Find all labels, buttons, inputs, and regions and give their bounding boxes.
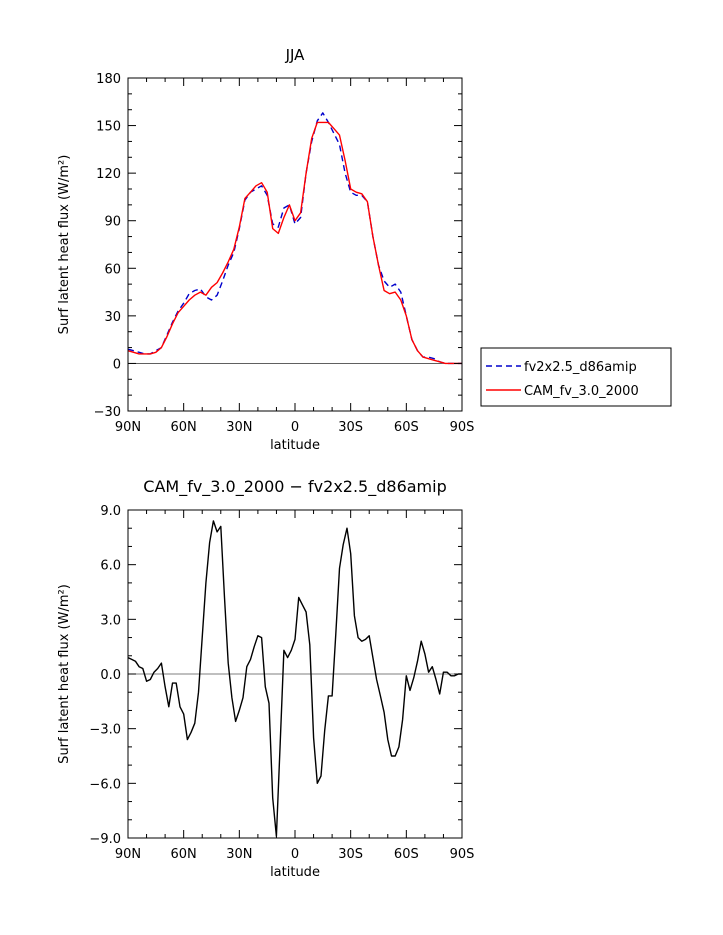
y-tick-label: −30 — [94, 405, 121, 420]
x-tick-label: 0 — [291, 420, 299, 435]
y-tick-label: 0.0 — [100, 668, 121, 683]
x-tick-label: 60N — [171, 420, 197, 435]
series-line-1 — [127, 520, 462, 837]
x-axis-label: latitude — [270, 865, 320, 880]
y-tick-label: 120 — [96, 167, 121, 182]
legend-label: fv2x2.5_d86amip — [524, 360, 637, 375]
x-tick-label: 60S — [394, 420, 419, 435]
y-tick-label: 9.0 — [100, 504, 121, 519]
chart-title: CAM_fv_3.0_2000 − fv2x2.5_d86amip — [143, 477, 446, 497]
y-tick-label: 6.0 — [100, 559, 121, 574]
x-tick-label: 30N — [226, 420, 252, 435]
y-tick-label: −9.0 — [89, 832, 121, 847]
y-tick-label: 30 — [104, 310, 121, 325]
y-tick-label: 90 — [104, 215, 121, 230]
y-tick-label: −3.0 — [89, 723, 121, 738]
y-tick-label: 180 — [96, 72, 121, 87]
chart-2: CAM_fv_3.0_2000 − fv2x2.5_d86amip 90N 60N 3… — [57, 477, 474, 880]
y-tick-label: 150 — [96, 120, 121, 135]
x-tick-label: 30N — [226, 847, 252, 862]
x-tick-label: 90S — [450, 847, 475, 862]
x-tick-label: 90N — [115, 420, 141, 435]
chart-title: JJA — [285, 46, 306, 64]
x-axis-label: latitude — [270, 438, 320, 453]
x-tick-label: 90N — [115, 847, 141, 862]
y-tick-label: 0 — [113, 357, 121, 372]
x-tick-label: 60S — [394, 847, 419, 862]
y-tick-label: 3.0 — [100, 613, 121, 628]
x-tick-label: 0 — [291, 847, 299, 862]
series-line-1 — [127, 112, 462, 365]
x-tick-label: 30S — [338, 420, 363, 435]
y-axis-label: Surf latent heat flux (W/m²) — [57, 155, 72, 335]
legend-label: CAM_fv_3.0_2000 — [524, 384, 639, 399]
x-tick-label: 30S — [338, 847, 363, 862]
chart-1: JJA 90N 60N 30N 0 30S 60S 90S −30 0 30 60 90 120 150 18… — [57, 46, 672, 453]
plot-frame — [127, 77, 463, 412]
series-line-2 — [127, 121, 462, 365]
x-tick-label: 60N — [171, 847, 197, 862]
legend: fv2x2.5_d86amip CAM_fv_3.0_2000 — [480, 347, 672, 407]
y-tick-label: 60 — [104, 262, 121, 277]
y-tick-label: −6.0 — [89, 777, 121, 792]
legend-box — [480, 347, 672, 407]
x-tick-label: 90S — [450, 420, 475, 435]
y-axis-label: Surf latent heat flux (W/m²) — [57, 584, 72, 764]
